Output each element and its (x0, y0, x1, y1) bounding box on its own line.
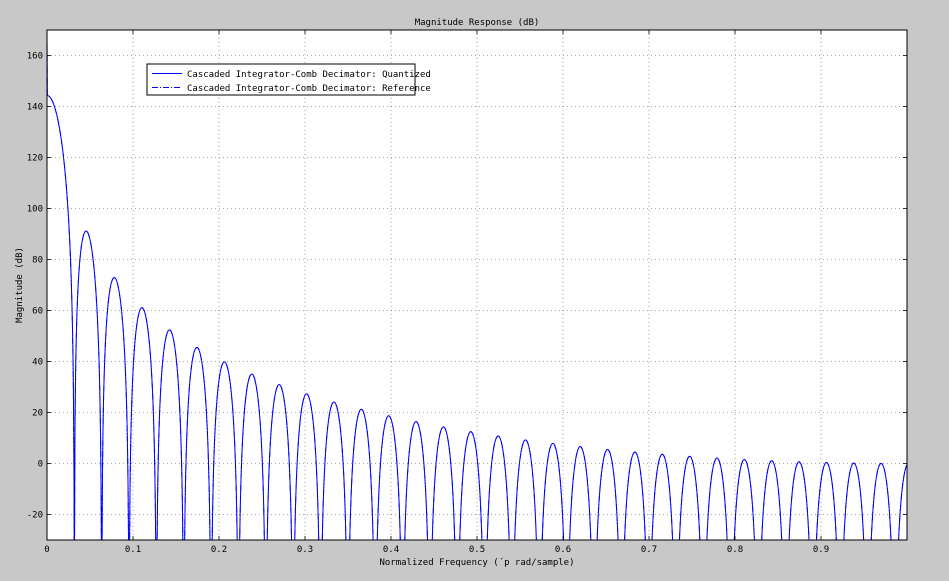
legend: Cascaded Integrator-Comb Decimator: Quan… (146, 63, 431, 96)
y-tick-label: 100 (27, 205, 43, 215)
legend-entry-reference: Cascaded Integrator-Comb Decimator: Refe… (187, 84, 431, 94)
y-axis-label: Magnitude (dB) (15, 247, 25, 323)
x-tick-label: 0.9 (813, 545, 829, 555)
y-tick-label: 160 (27, 52, 43, 62)
y-tick-label: 0 (38, 460, 43, 470)
x-tick-label: 0 (44, 545, 49, 555)
x-tick-label: 0.7 (641, 545, 657, 555)
y-tick-label: 120 (27, 154, 43, 164)
x-tick-label: 0.5 (469, 545, 485, 555)
y-tick-label: 60 (32, 307, 43, 317)
series-quantized-line (47, 33, 907, 540)
x-tick-label: 0.2 (211, 545, 227, 555)
x-tick-label: 0.3 (297, 545, 313, 555)
ticks: 0 0.1 0.2 0.3 0.4 0.5 0.6 0.7 0.8 0.9 -20 0 20 40 60 80… (27, 30, 907, 555)
curves (47, 33, 907, 540)
x-tick-label: 0.1 (125, 545, 141, 555)
y-tick-label: 40 (32, 358, 43, 368)
y-tick-label: 20 (32, 409, 43, 419)
legend-entry-quantized: Cascaded Integrator-Comb Decimator: Quan… (187, 70, 431, 80)
x-tick-label: 0.4 (383, 545, 399, 555)
x-tick-label: 0.8 (727, 545, 743, 555)
x-axis-label: Normalized Frequency (´p rad/sample) (379, 557, 574, 568)
grid (47, 30, 907, 540)
legend-box (146, 63, 416, 96)
y-tick-label: 140 (27, 103, 43, 113)
chart-title: Magnitude Response (dB) (415, 18, 540, 28)
y-tick-label: 80 (32, 256, 43, 266)
y-tick-label: -20 (27, 511, 43, 521)
x-tick-label: 0.6 (555, 545, 571, 555)
